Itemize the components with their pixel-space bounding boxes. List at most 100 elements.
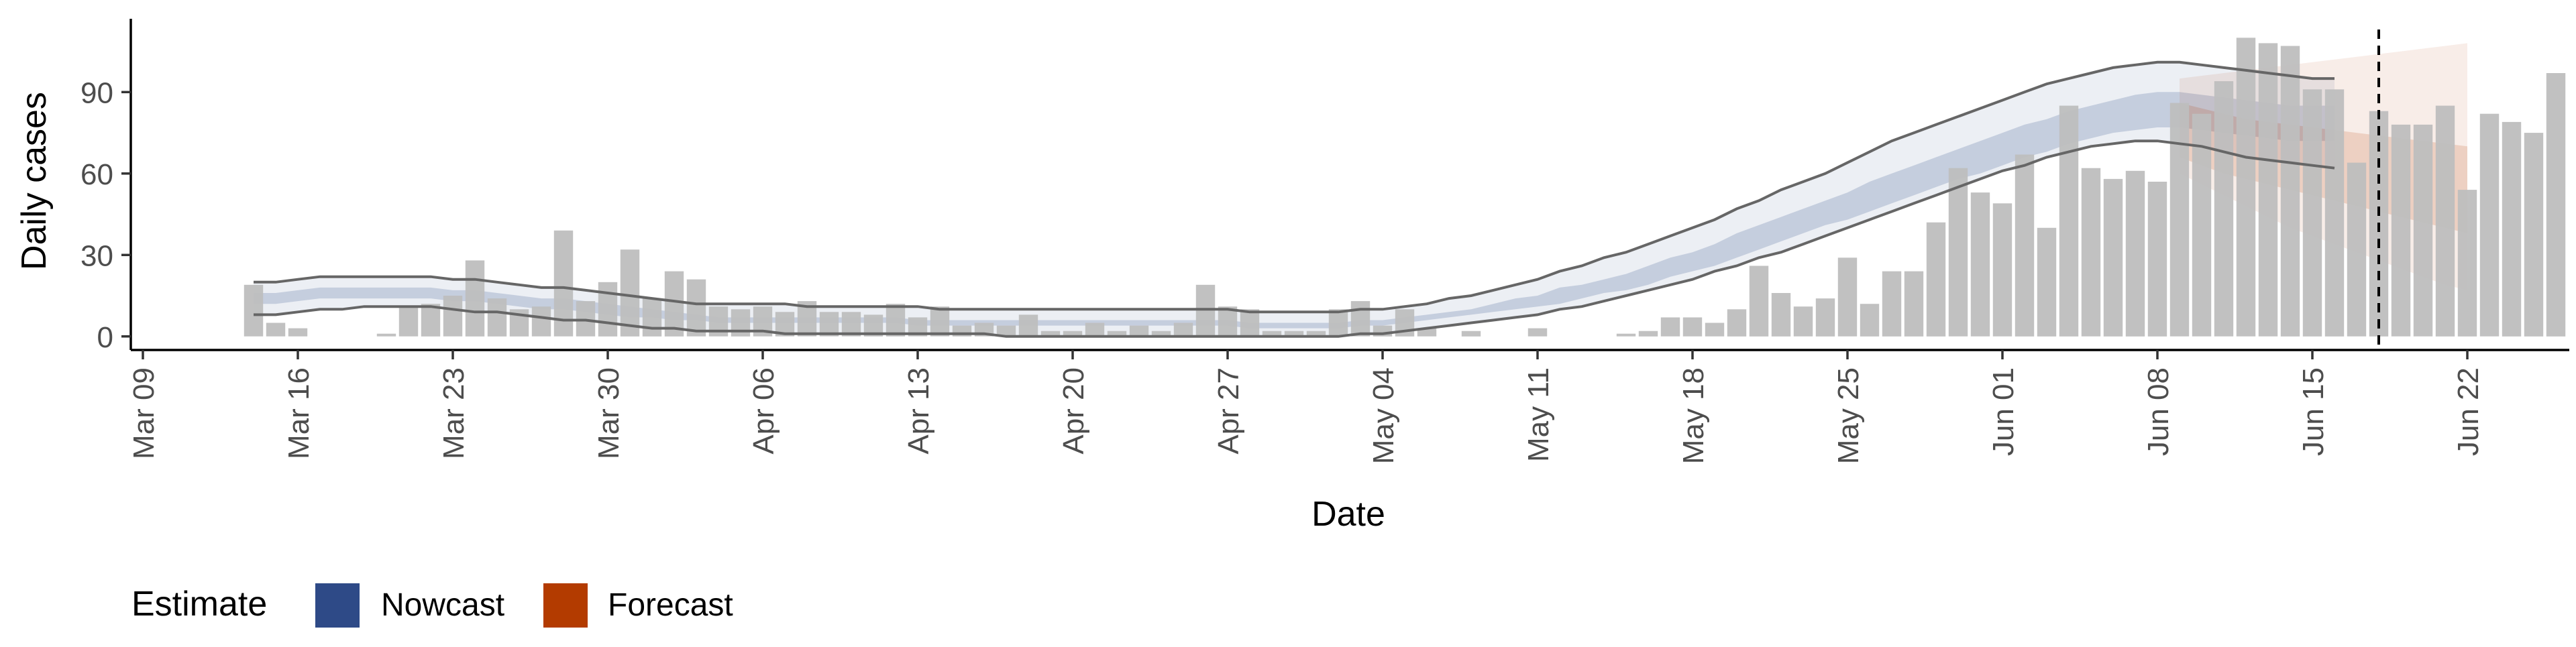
case-bar (1107, 331, 1127, 337)
case-bar (664, 271, 684, 337)
case-bar (1173, 322, 1193, 337)
case-bar (421, 304, 441, 337)
x-tick-label: Jun 08 (2142, 367, 2175, 456)
case-bar (244, 284, 264, 337)
case-bar (2546, 73, 2566, 337)
case-bar (1151, 331, 1171, 337)
x-axis-label: Date (1311, 495, 1385, 534)
bound-lines (254, 60, 2335, 338)
case-bar (1771, 293, 1791, 337)
nowcast-lower-line (254, 139, 2335, 338)
case-bar (1882, 271, 1902, 337)
nowcast-upper-line (254, 60, 2334, 314)
case-bar (1727, 309, 1747, 337)
case-bar (841, 312, 861, 337)
case-bar (2324, 89, 2345, 337)
case-bar (1240, 309, 1260, 337)
case-bar (1749, 266, 1769, 337)
x-tick-label: Jun 15 (2297, 367, 2330, 456)
case-bar (598, 282, 618, 337)
legend: Estimate Nowcast Forecast (131, 583, 733, 628)
case-bar (1085, 322, 1105, 337)
legend-label-forecast: Forecast (608, 587, 733, 623)
case-bar (1218, 306, 1238, 337)
case-bar (2302, 89, 2322, 337)
case-bar (1129, 325, 1149, 337)
x-tick-label: Apr 20 (1057, 367, 1090, 455)
case-bar (1638, 331, 1658, 337)
case-bar (2169, 103, 2190, 337)
case-bar (2391, 124, 2411, 337)
case-bar (465, 260, 485, 337)
case-bar (2059, 105, 2079, 337)
x-tick-label: May 18 (1677, 367, 1710, 464)
x-tick-label: Apr 13 (902, 367, 935, 455)
y-axis-ticks: 0 30 60 90 (80, 76, 131, 354)
legend-label-nowcast: Nowcast (381, 587, 504, 623)
case-bar (1793, 306, 1813, 337)
case-bar (2502, 121, 2522, 337)
x-tick-label: Mar 30 (592, 367, 625, 459)
y-tick-label: 90 (80, 76, 113, 109)
case-bar (2037, 227, 2057, 337)
case-bar (2125, 170, 2145, 337)
x-tick-label: Apr 06 (747, 367, 780, 455)
x-tick-label: May 11 (1522, 367, 1555, 462)
case-bar (1837, 257, 1858, 337)
case-bar (2413, 124, 2433, 337)
y-axis-label: Daily cases (15, 92, 54, 270)
case-bar (1860, 304, 1880, 337)
x-axis-ticks: Mar 09 Mar 16 Mar 23 Mar 30 Apr 06 Apr 13 Apr … (127, 350, 2485, 464)
case-bar (2192, 113, 2212, 337)
case-bar (642, 298, 662, 337)
nowcast-band-50 (254, 92, 2334, 329)
case-bar (1461, 331, 1481, 337)
case-bar (1815, 298, 1835, 337)
x-tick-label: Jun 01 (1987, 367, 2020, 456)
case-bar (1328, 309, 1348, 337)
x-tick-label: May 25 (1832, 367, 1865, 464)
case-bar (1018, 314, 1038, 337)
case-bar (1682, 317, 1703, 337)
case-bar (2280, 46, 2300, 337)
case-bar (2214, 81, 2234, 337)
case-bar (1262, 331, 1282, 337)
x-tick-label: Apr 27 (1212, 367, 1245, 455)
case-bar (731, 309, 751, 337)
legend-swatch-forecast (543, 583, 588, 628)
axes (129, 19, 2569, 351)
y-tick-label: 60 (80, 158, 113, 191)
case-bar (2236, 38, 2256, 337)
case-bar (930, 306, 950, 337)
case-bar (443, 296, 463, 337)
case-bar (2457, 190, 2477, 337)
case-bar (1970, 192, 1990, 337)
case-bar (1040, 331, 1061, 337)
legend-swatch-nowcast (315, 583, 360, 628)
case-bar (819, 312, 839, 337)
case-bar (1284, 331, 1304, 337)
case-bar (1948, 168, 1968, 337)
case-bar (885, 304, 906, 337)
x-tick-label: Mar 09 (127, 367, 160, 459)
case-bar (1616, 333, 1636, 337)
legend-title: Estimate (131, 585, 267, 624)
case-bar (398, 306, 419, 337)
case-bar (1992, 203, 2012, 337)
y-tick-label: 30 (80, 239, 113, 272)
case-bar (1350, 301, 1371, 337)
case-bar (2103, 178, 2123, 337)
case-bar (1705, 322, 1725, 337)
x-tick-label: Mar 23 (437, 367, 470, 459)
y-tick-label: 0 (97, 321, 113, 354)
case-bar (2015, 154, 2035, 337)
case-bar (1527, 328, 1548, 337)
x-tick-label: May 04 (1367, 367, 1400, 464)
case-bar (266, 322, 286, 337)
case-bar (2479, 113, 2500, 337)
x-tick-label: Jun 22 (2452, 367, 2485, 456)
case-bar (1926, 222, 1946, 337)
case-bar (531, 306, 551, 337)
case-bar (996, 325, 1016, 337)
